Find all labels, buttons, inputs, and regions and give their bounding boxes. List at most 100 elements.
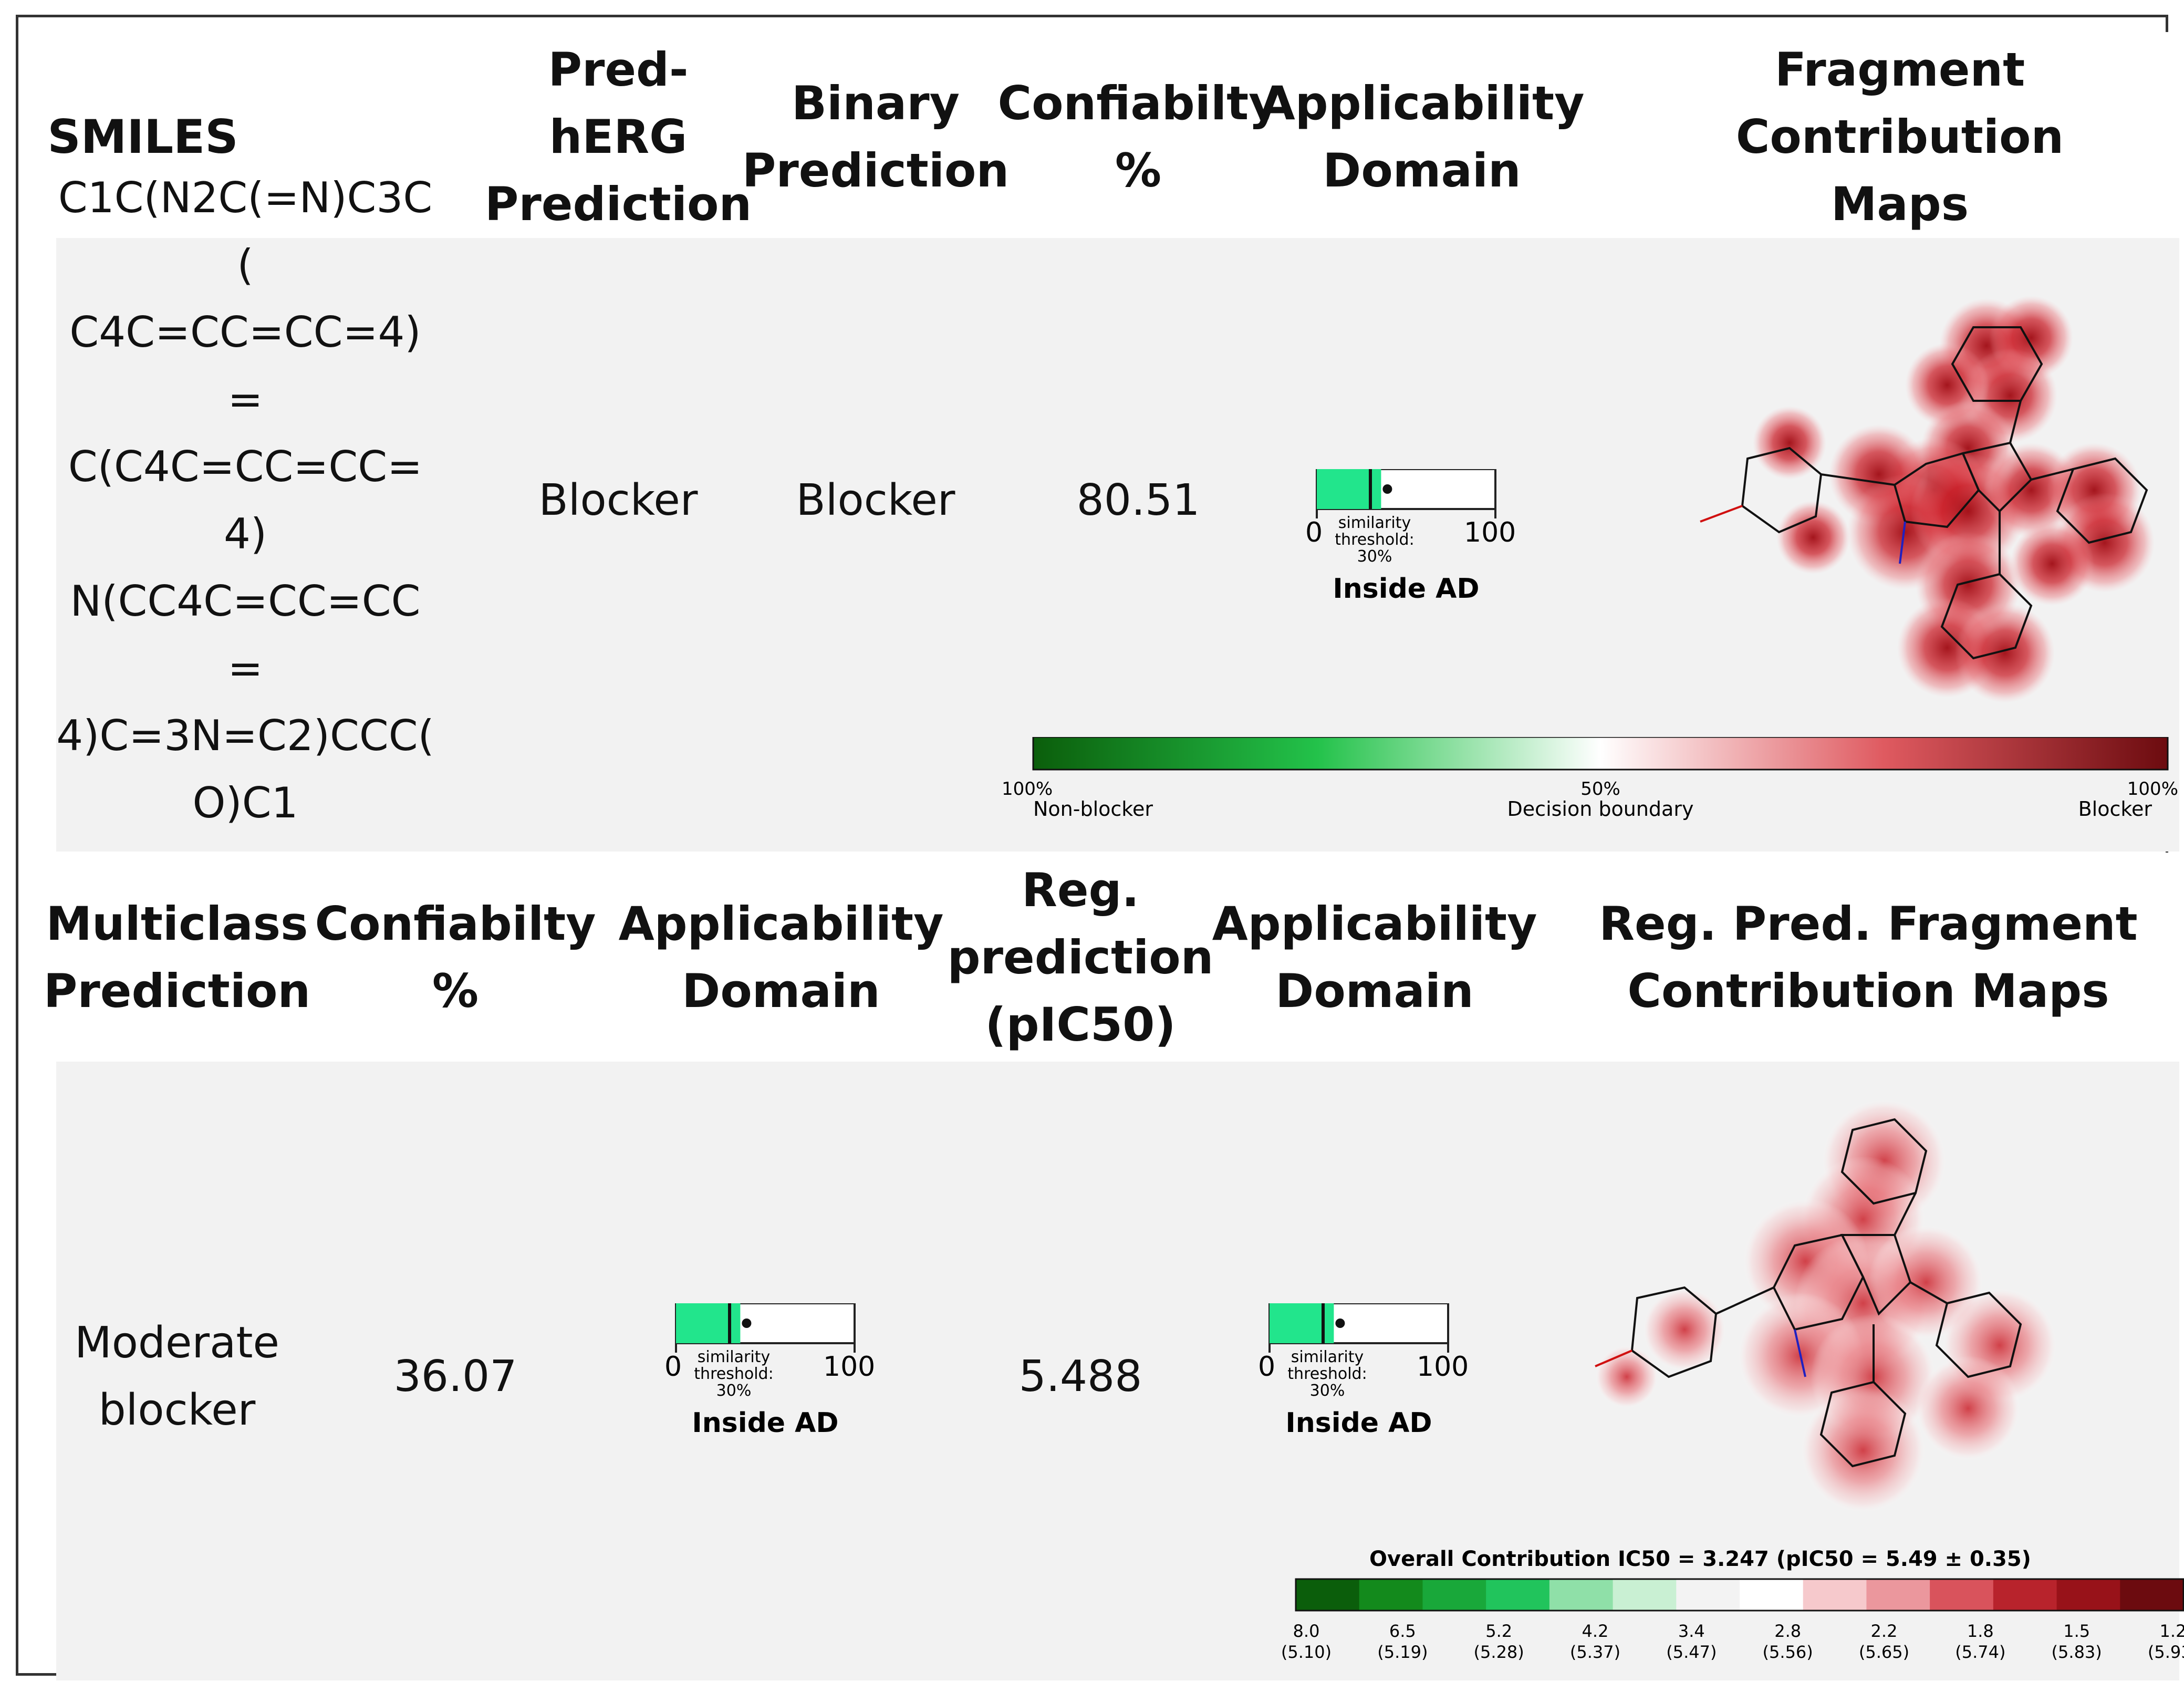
ad-min: 0 <box>1258 1351 1275 1383</box>
colorbar-tick-sublabel: (5.56) <box>1763 1642 1813 1662</box>
colorbar-tick-label: 8.0 <box>1293 1621 1320 1641</box>
colorbar-step <box>2056 1579 2120 1611</box>
colorbar-tick-label: 1.8 <box>1967 1621 1994 1641</box>
colorbar-tick-label: 6.5 <box>1389 1621 1416 1641</box>
figure-frame: SMILES Pred- hERG Prediction Binary Pred… <box>16 15 2184 1680</box>
ad-gauge: 0 100 similarity threshold: 30% Inside A… <box>1305 468 1516 605</box>
fragment-contribution-map <box>1700 296 2155 703</box>
heat-blobs <box>1753 296 2155 703</box>
ad-marker <box>1382 484 1392 494</box>
colorbar-tick-sublabel: (5.83) <box>2052 1642 2102 1662</box>
colorbar-left-label: Non-blocker <box>1033 797 1153 821</box>
table1-row: C1C(N2C(=N)C3C( C4C=CC=CC=4)= C(C4C=CC=C… <box>56 173 2179 852</box>
ad-status: Inside AD <box>1333 573 1479 605</box>
colorbar-step <box>1359 1579 1423 1611</box>
header-binary-prediction: Binary Prediction <box>742 76 1010 198</box>
colorbar-tick-sublabel: (5.28) <box>1474 1642 1524 1662</box>
multiclass-value: Moderate blocker <box>75 1318 279 1435</box>
header-confiability: Confiabilty % <box>997 76 1279 198</box>
colorbar-tick-label: 2.2 <box>1871 1621 1898 1641</box>
ad-status: Inside AD <box>692 1407 838 1439</box>
colorbar-step <box>1486 1579 1550 1611</box>
ad-threshold-value: 30% <box>716 1382 752 1400</box>
colorbar-step <box>1613 1579 1677 1611</box>
colorbar-tick-sublabel: (5.47) <box>1666 1642 1717 1662</box>
reg-colorbar-steps <box>1296 1579 2184 1611</box>
header-applicability-domain: Applicability Domain <box>1259 76 1585 198</box>
ad-widget: 0 100 similarity threshold: 30% Inside A… <box>1296 468 1558 637</box>
table2-header: Multiclass Prediction Confiabilty % Appl… <box>43 853 2179 1063</box>
heat-blobs-2 <box>1595 1098 2057 1513</box>
binary-prediction-value: Blocker <box>796 475 955 525</box>
colorbar-mid-label: Decision boundary <box>1507 797 1694 821</box>
header-ad-2b: Applicability Domain <box>1212 897 1537 1018</box>
header-pred-herg: Pred- hERG Prediction <box>484 43 752 231</box>
colorbar-step <box>1296 1579 1360 1611</box>
colorbar-step <box>1422 1579 1486 1611</box>
ad-marker <box>1335 1319 1345 1328</box>
colorbar-step <box>1803 1579 1867 1611</box>
colorbar-tick-label: 4.2 <box>1582 1621 1609 1641</box>
header-reg-prediction: Reg. prediction (pIC50) <box>947 863 1214 1052</box>
colorbar-tick-label: 1.5 <box>2063 1621 2090 1641</box>
reg-prediction-value: 5.488 <box>1018 1352 1142 1402</box>
binary-colorbar: 100% Non-blocker 50% Decision boundary 1… <box>1002 737 2178 821</box>
header-ad-2a: Applicability Domain <box>618 897 944 1018</box>
colorbar-step <box>1930 1579 1994 1611</box>
colorbar-tick-sublabel: (5.19) <box>1377 1642 1428 1662</box>
colorbar-tick-label: 1.2 <box>2160 1621 2184 1641</box>
colorbar-step <box>1993 1579 2057 1611</box>
colorbar-left-pct: 100% <box>1002 778 1053 800</box>
ad-max: 100 <box>823 1351 875 1383</box>
colorbar-step <box>1549 1579 1614 1611</box>
colorbar-tick-sublabel: (5.65) <box>1859 1642 1909 1662</box>
pred-herg-value: Blocker <box>538 475 698 525</box>
molecule-bonds-2 <box>1595 1118 2022 1468</box>
ad-max: 100 <box>1464 517 1516 548</box>
ad-threshold-value: 30% <box>1357 547 1392 566</box>
colorbar-tick-sublabel: (5.37) <box>1570 1642 1620 1662</box>
ad-similarity: similarity <box>1291 1348 1364 1366</box>
ad-min: 0 <box>1305 517 1323 548</box>
table1-header: SMILES Pred- hERG Prediction Binary Pred… <box>47 32 2179 242</box>
ad-status: Inside AD <box>1285 1407 1432 1439</box>
colorbar-mid-pct: 50% <box>1580 778 1620 800</box>
colorbar-tick-label: 5.2 <box>1485 1621 1512 1641</box>
colorbar-tick-sublabel: (5.10) <box>1281 1642 1332 1662</box>
ad-threshold: threshold: <box>1335 531 1414 549</box>
header-multiclass: Multiclass Prediction <box>43 897 311 1018</box>
ad-threshold: threshold: <box>1287 1365 1367 1383</box>
ad-gauge-2a: 0 100 similarity threshold: 30% Inside A… <box>664 1302 875 1439</box>
reg-colorbar-ticks: 8.0(5.10)6.5(5.19)5.2(5.28)4.2(5.37)3.4(… <box>1281 1621 2184 1662</box>
colorbar-right-label: Blocker <box>2078 797 2152 821</box>
header-confiability-2: Confiabilty % <box>315 897 596 1018</box>
ad-threshold-value: 30% <box>1310 1382 1345 1400</box>
reg-colorbar-title: Overall Contribution IC50 = 3.247 (pIC50… <box>1369 1547 2031 1571</box>
ad-similarity: similarity <box>1338 514 1411 532</box>
colorbar-tick-label: 3.4 <box>1678 1621 1705 1641</box>
colorbar-tick-label: 2.8 <box>1774 1621 1801 1641</box>
colorbar-step <box>1676 1579 1740 1611</box>
ad-gauge-2b: 0 100 similarity threshold: 30% Inside A… <box>1258 1302 1469 1439</box>
ad-similarity: similarity <box>698 1348 770 1366</box>
header-reg-fragment-maps: Reg. Pred. Fragment Contribution Maps <box>1599 897 2138 1018</box>
ad-max: 100 <box>1417 1351 1469 1383</box>
molecule-bonds <box>1700 326 2148 660</box>
colorbar-tick-sublabel: (5.93) <box>2148 1642 2184 1662</box>
table2-row: Moderate blocker 36.07 0 100 similarity … <box>56 1062 2184 1680</box>
colorbar-tick-sublabel: (5.74) <box>1955 1642 2005 1662</box>
ad-widget-2a: 0 100 similarity threshold: 30% Inside A… <box>655 1302 918 1471</box>
confiability-value: 80.51 <box>1076 475 1200 525</box>
colorbar-step <box>1866 1579 1930 1611</box>
smiles-value: C1C(N2C(=N)C3C( C4C=CC=CC=4)= C(C4C=CC=C… <box>56 173 434 827</box>
reg-fragment-contribution-map <box>1595 1098 2057 1513</box>
ad-marker <box>742 1319 752 1328</box>
ad-widget-2b: 0 100 similarity threshold: 30% Inside A… <box>1249 1302 1511 1471</box>
header-fragment-maps: Fragment Contribution Maps <box>1735 43 2064 231</box>
colorbar-step <box>1740 1579 1804 1611</box>
colorbar-step <box>2120 1579 2184 1611</box>
header-smiles: SMILES <box>47 110 238 164</box>
ad-threshold: threshold: <box>694 1365 773 1383</box>
reg-colorbar: Overall Contribution IC50 = 3.247 (pIC50… <box>1281 1547 2184 1662</box>
confiability-value-2: 36.07 <box>393 1352 517 1402</box>
